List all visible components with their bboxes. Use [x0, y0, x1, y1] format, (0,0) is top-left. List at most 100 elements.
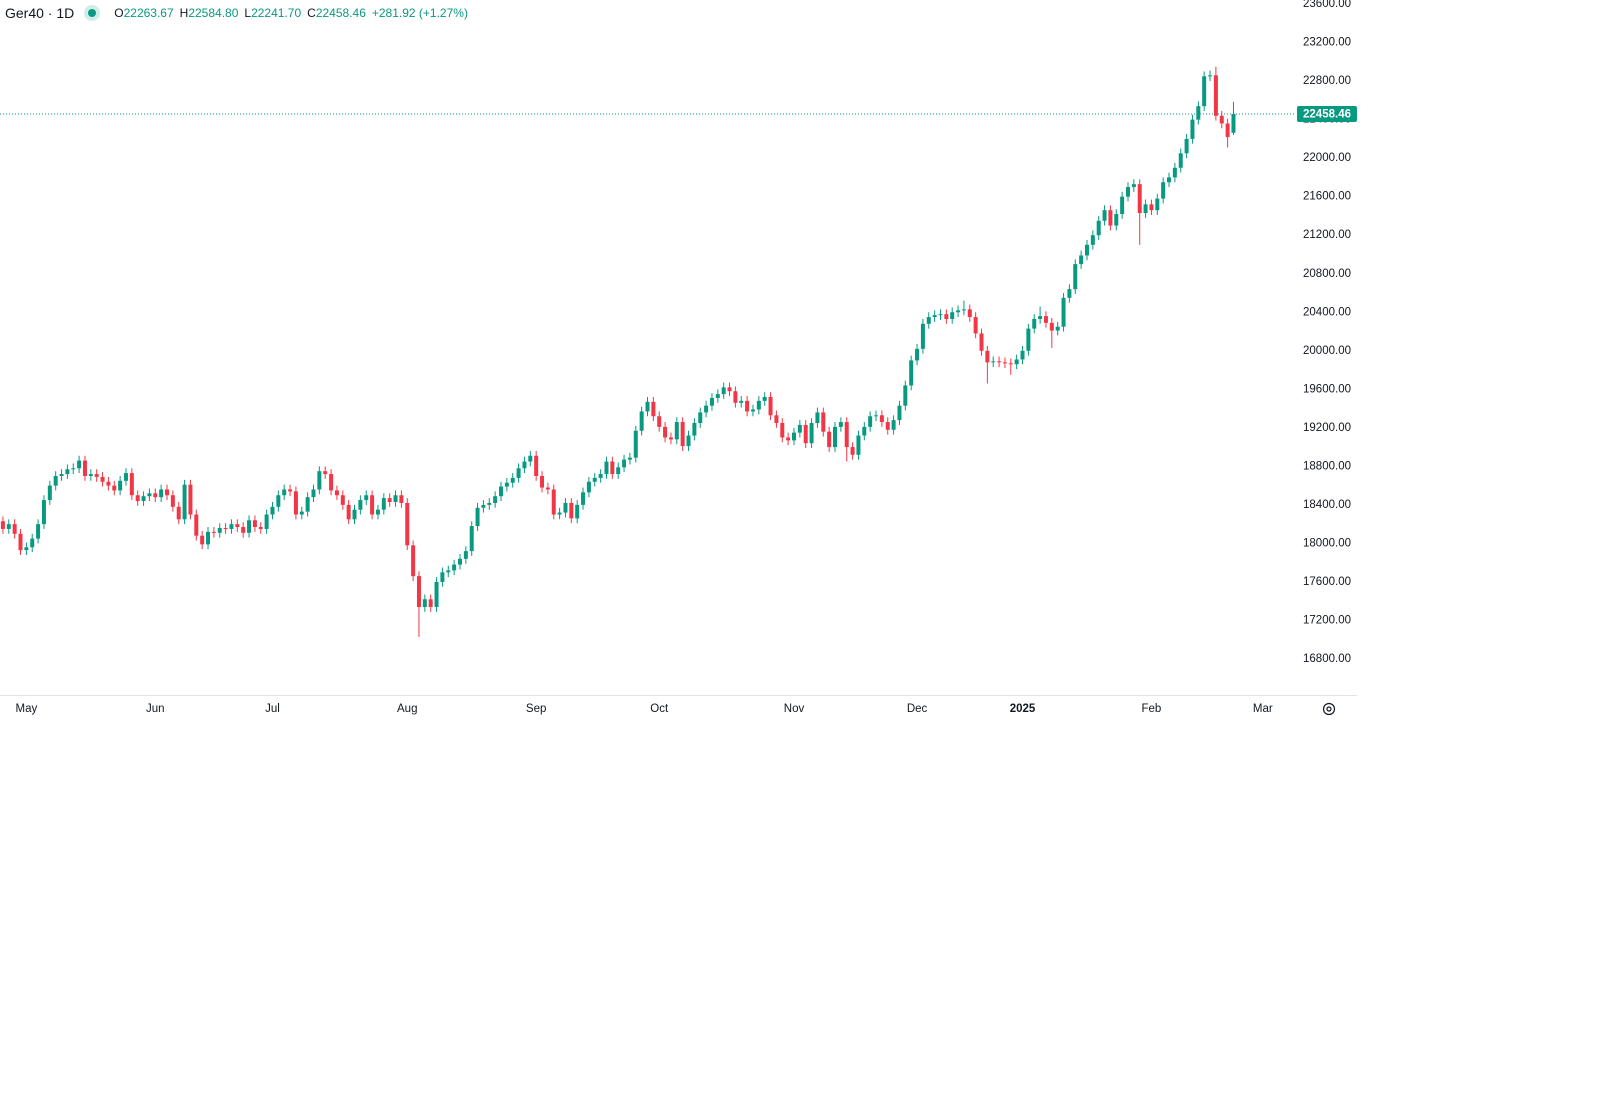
candle-body	[622, 459, 627, 468]
candle-body	[241, 527, 246, 533]
candle-body	[118, 480, 123, 491]
x-tick-label: Aug	[397, 703, 417, 715]
y-tick-label: 19200.00	[1303, 422, 1351, 434]
candle-body	[1090, 235, 1095, 245]
candle-body	[141, 496, 146, 502]
candle-body	[745, 400, 750, 412]
candle-body	[979, 333, 984, 351]
candle-body	[1061, 297, 1066, 327]
candle-body	[194, 514, 199, 536]
candle-body	[950, 312, 955, 319]
candle-body	[581, 492, 586, 505]
candle-body	[833, 426, 838, 448]
candle-body	[1125, 187, 1130, 197]
candle-body	[1073, 264, 1078, 290]
candle-body	[82, 460, 87, 476]
y-tick-label: 19600.00	[1303, 383, 1351, 395]
candle-body	[944, 314, 949, 319]
candle-body	[36, 524, 41, 539]
candle-body	[381, 498, 386, 510]
candle-body	[762, 397, 767, 401]
candle-body	[411, 545, 416, 577]
candle-body	[88, 474, 93, 476]
candle-body	[891, 420, 896, 430]
candle-body	[709, 397, 714, 406]
y-tick-label: 22800.00	[1303, 75, 1351, 87]
candle-body	[1032, 318, 1037, 329]
candle-body	[1143, 204, 1148, 214]
candle-body	[217, 527, 222, 533]
candle-body	[1172, 167, 1177, 178]
candle-body	[100, 476, 105, 482]
candle-body	[176, 506, 181, 520]
candle-body	[774, 415, 779, 424]
candle-body	[463, 551, 468, 559]
candle-body	[358, 500, 363, 510]
candle-body	[844, 422, 849, 448]
candle-body	[1120, 196, 1125, 215]
candle-body	[288, 489, 293, 492]
candle-body	[487, 502, 492, 505]
candle-body	[387, 498, 392, 502]
candle-body	[452, 564, 457, 571]
candle-body	[616, 467, 621, 475]
candle-body	[165, 489, 170, 496]
settings-icon[interactable]	[1322, 702, 1336, 716]
candle-body	[1131, 184, 1136, 188]
candle-body	[1225, 123, 1230, 137]
candle-body	[1219, 115, 1224, 124]
candle-body	[903, 385, 908, 406]
candle-body	[334, 490, 339, 496]
candle-body	[557, 512, 562, 515]
candle-body	[352, 509, 357, 520]
settings-icon-ring[interactable]	[1322, 702, 1336, 716]
candle-body	[252, 520, 257, 528]
candle-body	[364, 495, 369, 501]
candle-body	[633, 430, 638, 458]
candle-body	[47, 485, 52, 501]
candle-body	[721, 387, 726, 395]
candle-body	[932, 315, 937, 318]
candle-body	[627, 457, 632, 460]
candle-body	[1137, 184, 1142, 214]
open-value: 22263.67	[123, 6, 174, 20]
candle-body	[850, 447, 855, 455]
candle-body	[247, 520, 252, 533]
candle-body	[545, 487, 550, 490]
candle-body	[428, 599, 433, 607]
candle-body	[692, 423, 697, 436]
x-tick-label: Sep	[526, 703, 546, 715]
candle-body	[522, 461, 527, 469]
candle-body	[997, 361, 1002, 363]
settings-icon-core[interactable]	[1326, 706, 1332, 712]
candle-body	[704, 405, 709, 413]
candle-body	[270, 506, 275, 515]
candle-body	[868, 416, 873, 427]
candle-body	[18, 533, 23, 551]
candle-body	[200, 535, 205, 545]
candle-body	[1020, 350, 1025, 360]
candle-body	[1096, 220, 1101, 236]
candle-body	[469, 526, 474, 552]
candle-body	[94, 474, 99, 477]
y-tick-label: 20400.00	[1303, 306, 1351, 318]
candle-body	[967, 309, 972, 318]
candle-body	[920, 323, 925, 349]
symbol[interactable]: Ger40 · 1D	[5, 5, 75, 21]
candle-body	[1114, 214, 1119, 226]
candle-body	[1067, 289, 1072, 298]
candle-body	[223, 527, 228, 529]
candle-body	[874, 415, 879, 417]
candle-body	[346, 504, 351, 520]
candle-body	[6, 524, 11, 529]
x-tick-label: May	[16, 703, 38, 715]
candle-body	[698, 412, 703, 424]
candle-body	[610, 461, 615, 475]
candle-body	[973, 317, 978, 334]
candle-body	[592, 477, 597, 482]
candle-body	[188, 484, 193, 515]
candle-body	[1167, 177, 1172, 183]
candle-body	[1002, 362, 1007, 364]
candle-body	[258, 527, 263, 529]
